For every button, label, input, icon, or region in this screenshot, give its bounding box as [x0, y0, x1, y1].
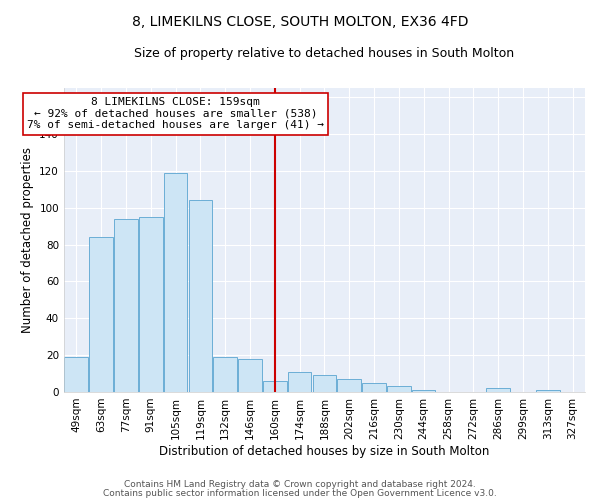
Bar — [337, 379, 361, 392]
Text: Contains HM Land Registry data © Crown copyright and database right 2024.: Contains HM Land Registry data © Crown c… — [124, 480, 476, 489]
Bar — [362, 382, 386, 392]
Bar — [487, 388, 510, 392]
Text: 8, LIMEKILNS CLOSE, SOUTH MOLTON, EX36 4FD: 8, LIMEKILNS CLOSE, SOUTH MOLTON, EX36 4… — [132, 15, 468, 29]
Bar — [536, 390, 560, 392]
Bar — [288, 372, 311, 392]
Text: 8 LIMEKILNS CLOSE: 159sqm
← 92% of detached houses are smaller (538)
7% of semi-: 8 LIMEKILNS CLOSE: 159sqm ← 92% of detac… — [27, 98, 324, 130]
Title: Size of property relative to detached houses in South Molton: Size of property relative to detached ho… — [134, 48, 514, 60]
Bar — [412, 390, 436, 392]
Bar — [263, 381, 287, 392]
Bar — [139, 217, 163, 392]
Bar — [313, 376, 336, 392]
Bar — [387, 386, 410, 392]
Text: Contains public sector information licensed under the Open Government Licence v3: Contains public sector information licen… — [103, 488, 497, 498]
Bar — [164, 173, 187, 392]
Bar — [188, 200, 212, 392]
Bar — [114, 219, 137, 392]
Bar — [214, 357, 237, 392]
Y-axis label: Number of detached properties: Number of detached properties — [20, 147, 34, 333]
X-axis label: Distribution of detached houses by size in South Molton: Distribution of detached houses by size … — [159, 444, 490, 458]
Bar — [238, 359, 262, 392]
Bar — [64, 357, 88, 392]
Bar — [89, 237, 113, 392]
